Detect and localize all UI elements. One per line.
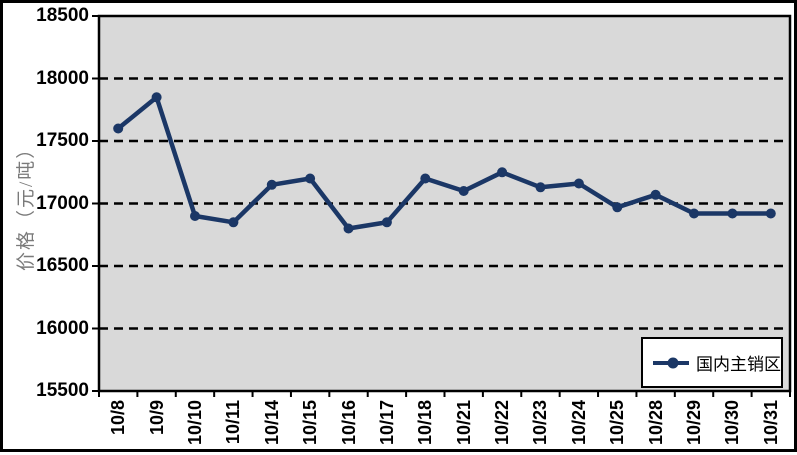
data-point xyxy=(343,223,354,234)
data-point xyxy=(727,208,738,219)
x-tick-label: 10/25 xyxy=(607,400,628,446)
y-tick-label: 17500 xyxy=(36,130,89,151)
y-tick-label: 16000 xyxy=(36,317,89,339)
data-point xyxy=(612,202,623,213)
data-point xyxy=(650,189,661,200)
legend-box: 国内主销区 xyxy=(641,337,783,388)
plot-border xyxy=(97,14,792,393)
x-tick-label: 10/22 xyxy=(492,400,513,446)
data-point xyxy=(151,92,162,103)
legend-series-label: 国内主销区 xyxy=(696,355,781,374)
data-point xyxy=(420,173,431,184)
x-tick-label: 10/21 xyxy=(453,400,474,446)
x-tick-label: 10/31 xyxy=(760,400,781,446)
data-point xyxy=(458,186,469,196)
y-tick-label: 15500 xyxy=(36,380,89,401)
data-point xyxy=(689,208,699,219)
x-tick-label: 10/11 xyxy=(223,400,244,445)
x-tick-label: 10/8 xyxy=(108,400,129,436)
x-tick-label: 10/18 xyxy=(415,400,436,446)
legend-line-marker-icon xyxy=(653,357,689,368)
x-tick-label: 10/30 xyxy=(722,400,743,446)
x-tick-label: 10/28 xyxy=(645,400,666,446)
x-tick-label: 10/24 xyxy=(568,400,589,446)
x-tick-label: 10/9 xyxy=(146,400,167,436)
data-point xyxy=(113,123,124,134)
x-tick-label: 10/10 xyxy=(184,400,205,446)
x-tick-label: 10/16 xyxy=(338,400,359,446)
data-point xyxy=(190,211,200,221)
data-point xyxy=(497,167,508,178)
data-point xyxy=(305,173,316,184)
y-tick-label: 18000 xyxy=(36,67,89,89)
x-tick-label: 10/14 xyxy=(261,400,282,446)
x-tick-label: 10/23 xyxy=(530,400,551,446)
data-point xyxy=(535,182,546,193)
data-point xyxy=(381,217,392,228)
data-point xyxy=(228,217,239,228)
x-tick-label: 10/29 xyxy=(684,400,705,446)
y-tick-label: 18500 xyxy=(36,5,89,26)
series-line xyxy=(115,95,774,231)
x-tick-label: 10/15 xyxy=(300,400,321,446)
data-point xyxy=(765,208,776,219)
data-point xyxy=(266,179,277,190)
x-tick-label: 10/17 xyxy=(376,400,397,446)
price-line-chart xyxy=(92,14,792,397)
data-point xyxy=(573,178,584,189)
y-tick-label: 17000 xyxy=(36,192,89,214)
y-tick-label: 16500 xyxy=(36,255,89,276)
